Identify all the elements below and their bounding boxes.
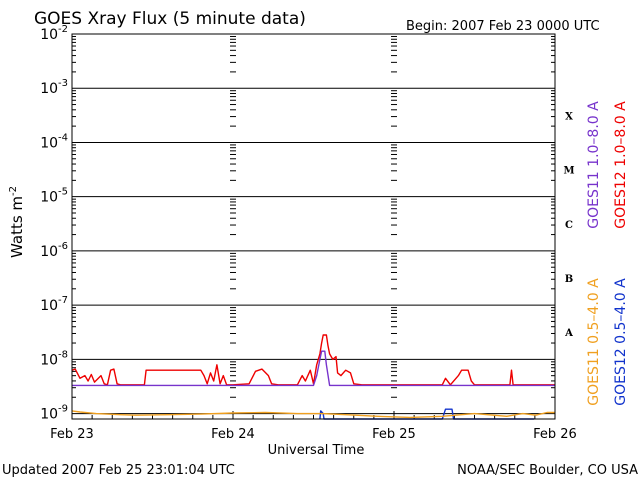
y-tick-label-7: 10-9 [40,404,68,423]
credit-label: NOAA/SEC Boulder, CO USA [457,463,638,478]
flare-class-b: B [565,274,573,285]
y-tick-label-3: 10-5 [40,187,68,206]
y-axis-label-base: Watts m [8,196,26,258]
x-tick-label-3: Feb 26 [533,427,577,442]
y-tick-exponent: -5 [58,187,68,198]
y-tick-base: 10 [40,352,58,368]
y-tick-exponent: -4 [58,132,68,143]
plot-frame [71,33,556,420]
begin-label: Begin: 2007 Feb 23 0000 UTC [406,19,600,34]
flare-class-c: C [565,220,573,231]
minor-tick-marks [71,35,556,419]
y-tick-base: 10 [40,244,58,260]
series-line-1 [72,350,555,387]
x-tick-label-0: Feb 23 [50,427,94,442]
y-tick-label-0: 10-2 [40,24,68,43]
y-tick-base: 10 [40,190,58,206]
y-tick-exponent: -8 [58,349,68,360]
y-axis-label-exponent: -2 [8,186,19,196]
horizontal-gridlines [72,87,555,415]
y-tick-exponent: -3 [58,78,68,89]
y-tick-label-5: 10-7 [40,295,68,314]
x-tick-label-2: Feb 25 [372,427,416,442]
legend: GOES11 1.0–8.0 A GOES12 1.0–8.0 A GOES11 0… [586,101,629,406]
y-tick-exponent: -2 [58,24,68,35]
series-line-2 [319,408,535,420]
legend-entry-0: GOES12 1.0–8.0 A [613,101,629,229]
y-tick-label-4: 10-6 [40,241,68,260]
flare-class-labels: X M C B A [563,111,574,339]
y-tick-base: 10 [40,407,58,423]
x-tick-label-1: Feb 24 [211,427,255,442]
chart-title: GOES Xray Flux (5 minute data) [34,9,306,29]
legend-entry-1: GOES11 1.0–8.0 A [586,101,602,229]
x-axis-label: Universal Time [268,443,365,458]
y-tick-exponent: -6 [58,241,68,252]
flare-class-x: X [565,111,573,122]
legend-entry-3: GOES11 0.5–4.0 A [586,278,602,406]
flare-class-m: M [563,166,574,177]
y-axis-label: Watts m-2 [8,186,26,258]
flare-class-a: A [564,328,573,339]
y-tick-base: 10 [40,81,58,97]
y-tick-base: 10 [40,27,58,43]
series-layer [71,334,555,420]
y-tick-exponent: -9 [58,404,68,415]
y-tick-label-2: 10-4 [40,132,68,151]
x-axis-tick-labels: Feb 23 Feb 24 Feb 25 Feb 26 [50,427,577,442]
y-tick-base: 10 [40,135,58,151]
y-tick-base: 10 [40,298,58,314]
series-line-0 [71,334,555,386]
y-tick-label-6: 10-8 [40,349,68,368]
y-tick-label-1: 10-3 [40,78,68,97]
updated-timestamp: Updated 2007 Feb 25 23:01:04 UTC [2,463,235,478]
series-line-3 [71,410,555,419]
legend-entry-2: GOES12 0.5–4.0 A [613,278,629,406]
y-tick-exponent: -7 [58,295,68,306]
y-axis-tick-labels: 10-210-310-410-510-610-710-810-9 [40,24,68,423]
